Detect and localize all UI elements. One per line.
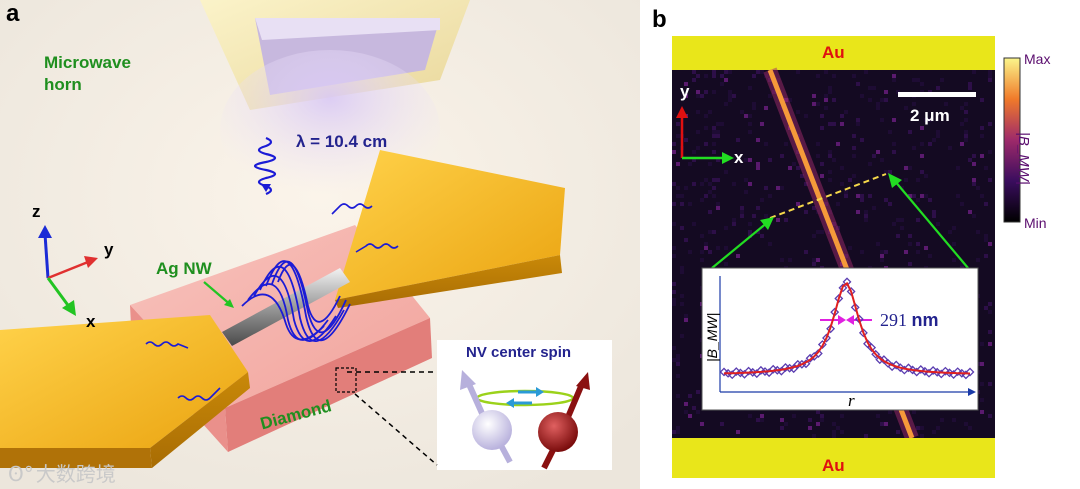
fwhm-unit: nm <box>911 310 939 330</box>
right-gold-pad-graphic <box>335 150 565 308</box>
fwhm-value: 291 nm <box>880 310 939 331</box>
nanowire-wave-packet <box>241 260 351 342</box>
watermark-logo-icon: ʘ° <box>8 462 34 486</box>
fwhm-number: 291 <box>880 310 907 330</box>
y-axis-label-b: y <box>680 82 690 101</box>
xyz-axes-graphic <box>38 225 98 316</box>
ag-nw-label: Ag NW <box>156 259 212 278</box>
panel-a: a Microwave horn λ = 10.4 cm Ag NW Diamo… <box>0 0 640 489</box>
wavelength-label: λ = 10.4 cm <box>296 132 388 151</box>
panel-a-illustration <box>0 0 640 489</box>
nv-center-spin-label: NV center spin <box>466 344 572 361</box>
panel-b: b <box>640 0 1080 489</box>
nv-inset-graphic <box>335 340 612 470</box>
inset-xlabel: r <box>848 391 855 410</box>
panel-b-map <box>672 36 1021 478</box>
scale-bar <box>898 92 976 97</box>
pad-wave-arrows <box>145 203 399 401</box>
inset-ylabel: |B_MW| <box>704 312 720 362</box>
scale-bar-label: 2 μm <box>910 106 950 125</box>
colorbar-min-label: Min <box>1024 215 1047 231</box>
cut-line <box>769 173 887 219</box>
watermark-text: 大数跨境 <box>35 462 116 486</box>
inset-pointer-arrows <box>711 173 969 269</box>
x-axis-label-a: x <box>86 312 96 331</box>
watermark: ʘ° 大数跨境 <box>8 458 116 487</box>
panel-a-letter: a <box>6 0 20 27</box>
z-axis-label: z <box>32 202 41 221</box>
panel-b-letter: b <box>652 6 667 33</box>
y-axis-label-a: y <box>104 240 114 259</box>
au-bottom-pad <box>672 438 995 478</box>
au-top-label: Au <box>822 43 845 62</box>
au-top-pad <box>672 36 995 70</box>
profile-inset <box>701 267 979 411</box>
colorbar-max-label: Max <box>1024 51 1051 67</box>
microwave-horn-label: Microwave horn <box>44 53 131 94</box>
colorbar <box>1003 57 1021 223</box>
left-gold-pad-graphic <box>0 315 250 468</box>
x-axis-label-b: x <box>734 148 744 167</box>
colorbar-axis-label: |B_MW| <box>1015 132 1032 185</box>
au-bottom-label: Au <box>822 456 845 475</box>
xy-axes-b <box>676 106 734 164</box>
incident-wave-arrow <box>261 184 271 192</box>
profile-fit-curve <box>723 281 971 375</box>
